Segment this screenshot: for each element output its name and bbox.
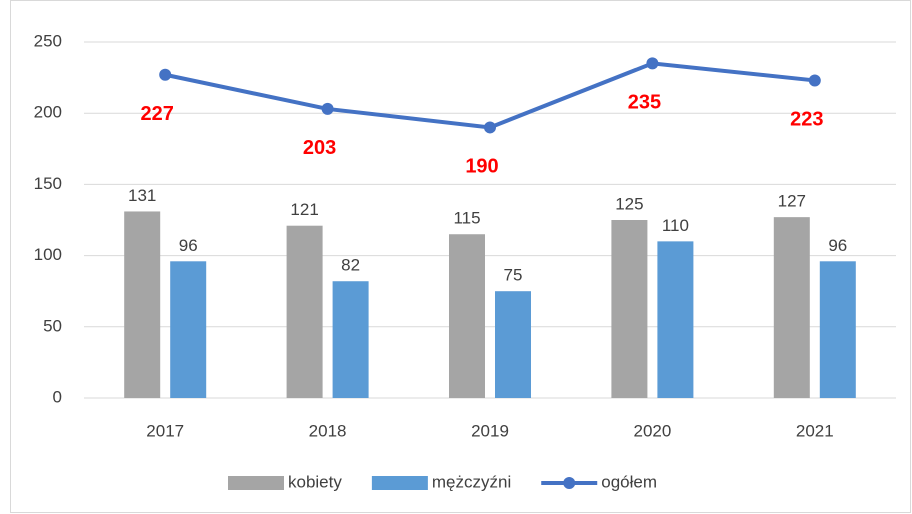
x-tick-label: 2021 [796,421,834,440]
bar-value-label: 82 [341,256,360,275]
y-tick-label: 0 [53,387,62,406]
bar-value-label: 115 [453,209,480,228]
line-point [321,102,334,115]
bar-value-label: 131 [128,186,156,205]
y-tick-label: 250 [34,31,62,50]
total-value-label: 203 [303,137,336,159]
legend-label: kobiety [288,472,342,491]
x-tick-label: 2017 [146,421,184,440]
y-tick-label: 200 [34,103,62,122]
bar-value-label: 75 [504,266,523,285]
y-tick-label: 50 [43,316,62,335]
legend-label: ogółem [601,472,657,491]
bar [332,281,369,398]
bar-value-label: 96 [828,236,847,255]
legend-swatch [563,477,576,489]
total-value-label: 190 [465,156,498,178]
y-tick-label: 150 [34,174,62,193]
total-value-label: 235 [628,92,661,114]
bar [773,217,810,398]
bar [124,211,161,398]
bar [449,234,485,398]
bar [170,261,207,398]
bar-value-label: 125 [615,194,643,213]
x-tick-label: 2018 [309,421,347,440]
total-value-label: 227 [141,103,174,125]
bar-value-label: 110 [662,216,689,235]
legend-swatch [228,476,284,490]
line-point [646,57,659,70]
bar-value-label: 121 [290,200,318,219]
x-tick-label: 2020 [633,421,671,440]
legend-swatch [371,476,428,490]
bar [657,241,694,398]
line-point [484,121,496,134]
line-point [808,74,821,87]
bar-value-label: 127 [778,192,806,211]
total-value-label: 223 [790,109,823,131]
x-tick-label: 2019 [471,421,509,440]
bar [495,291,531,398]
bar [286,225,323,398]
legend-label: mężczyźni [432,472,511,491]
y-tick-label: 100 [34,245,62,264]
bar [611,220,648,398]
bar-value-label: 96 [179,236,198,255]
line-point [159,68,172,81]
bar [819,261,856,398]
